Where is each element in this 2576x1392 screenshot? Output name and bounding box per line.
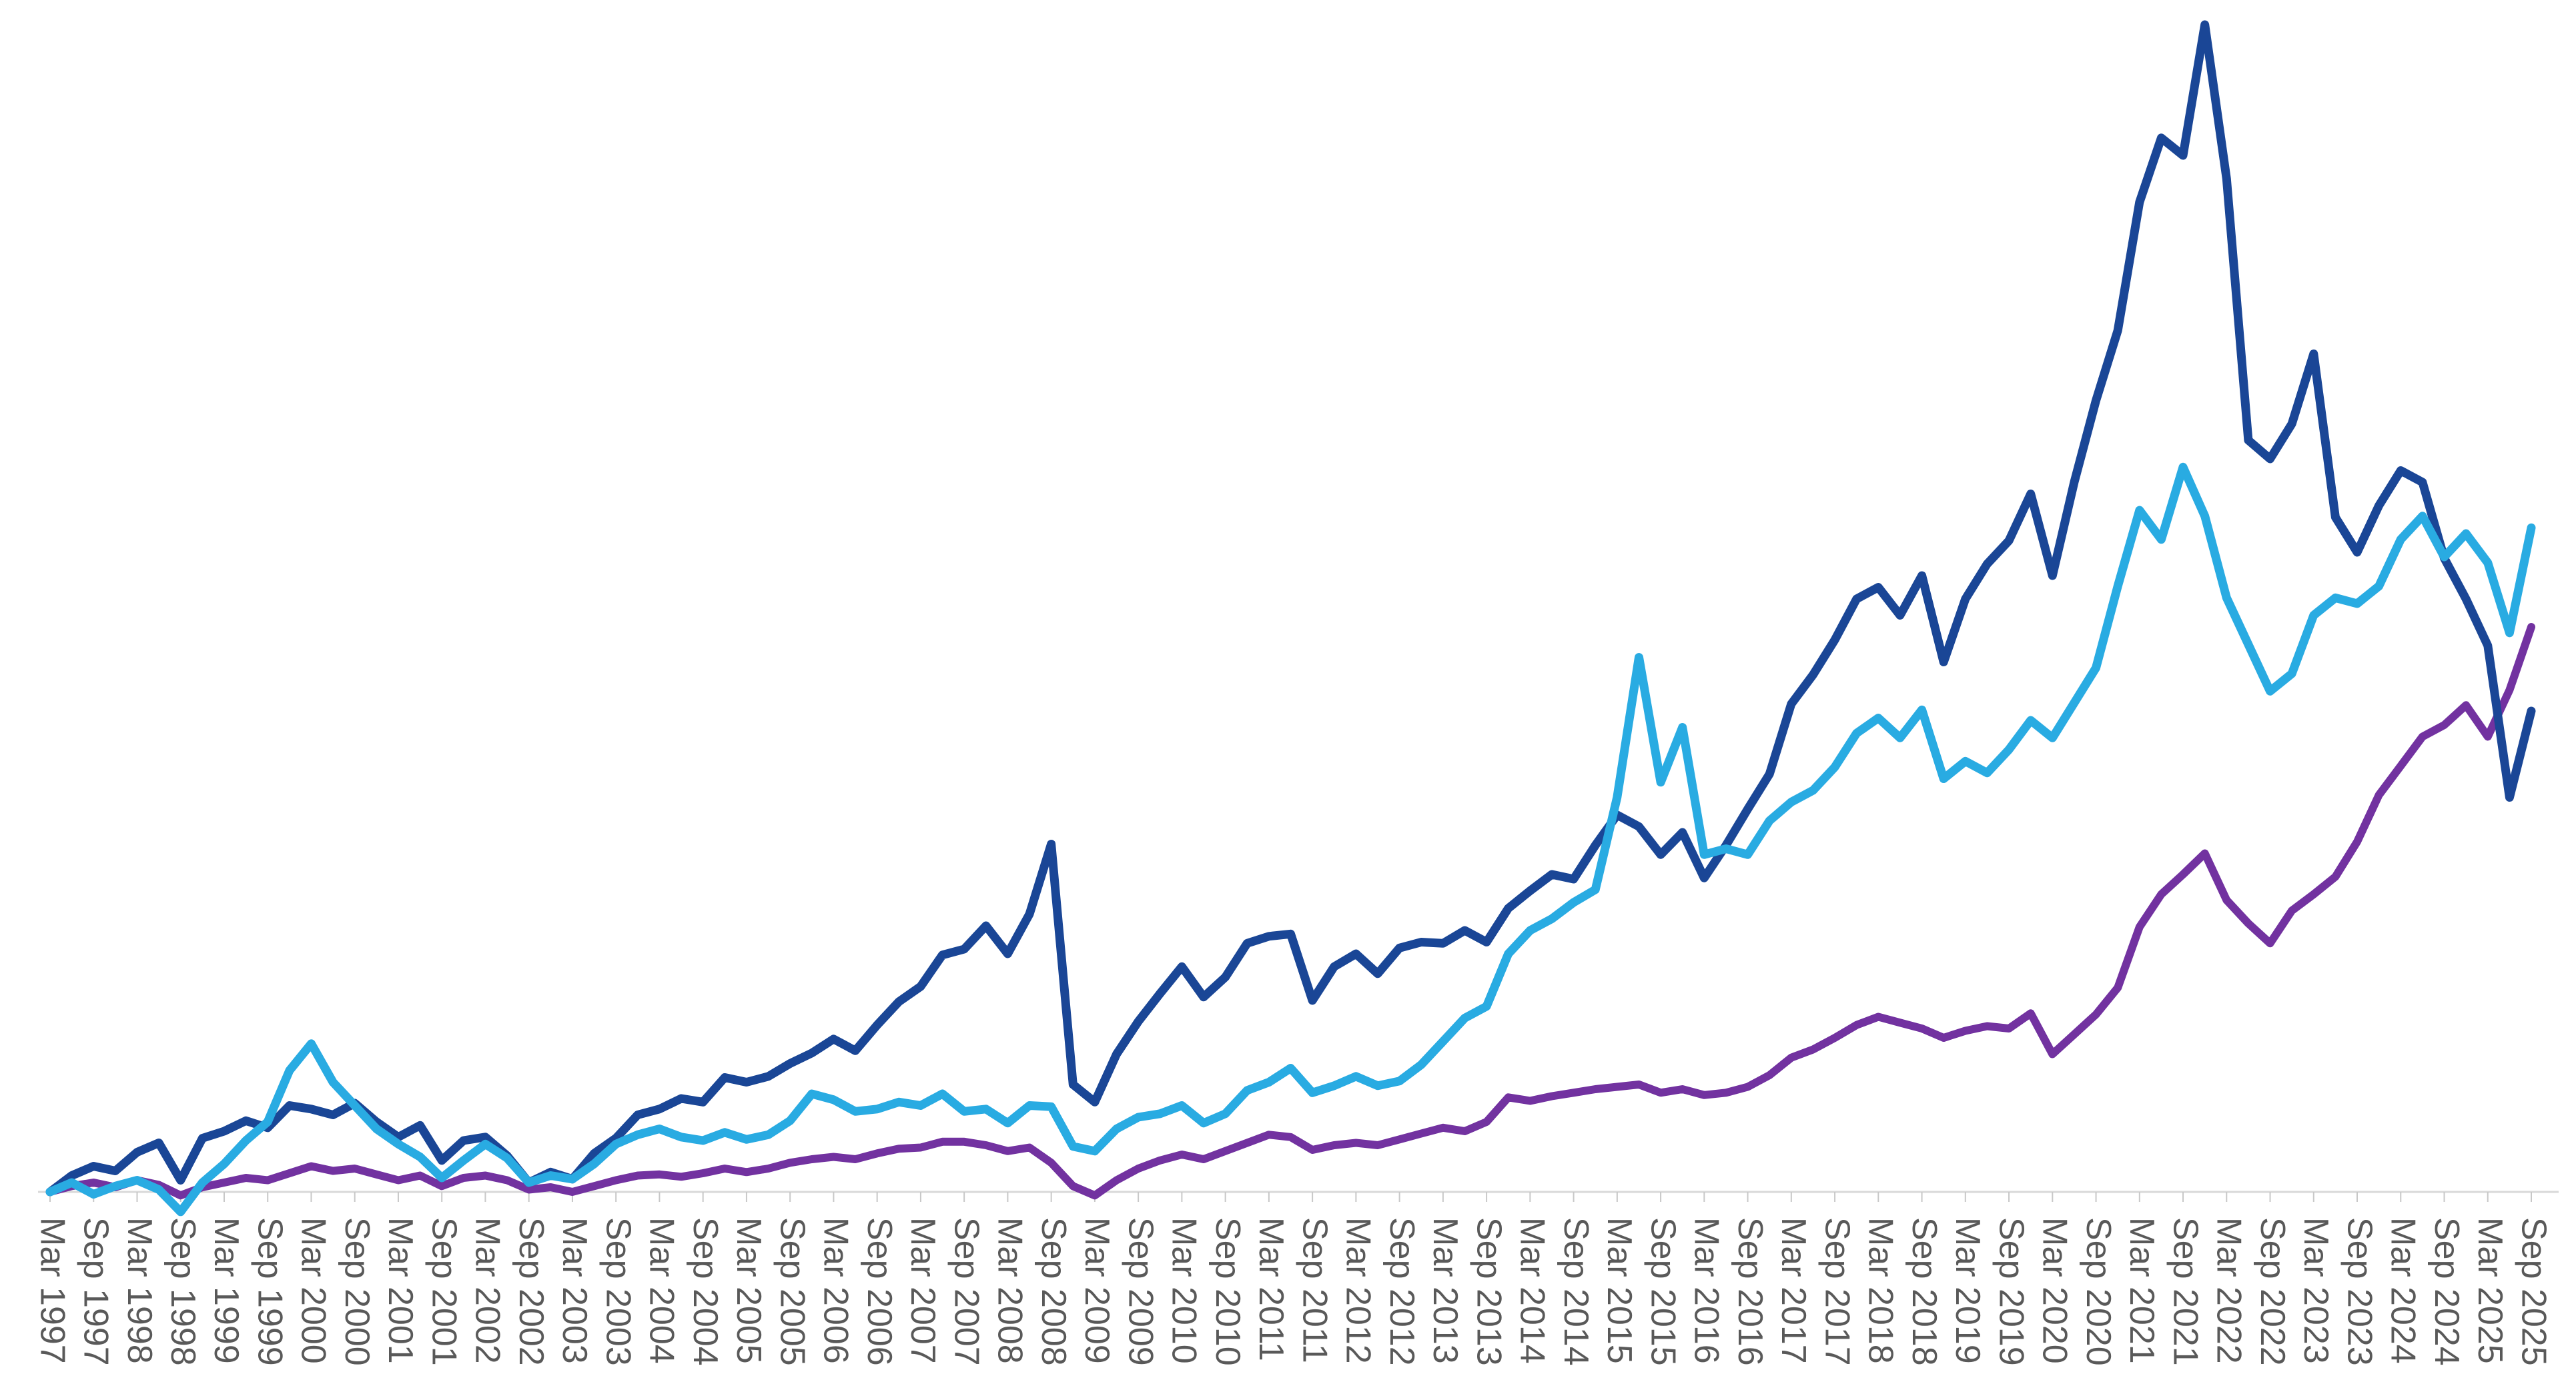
x-tick-label: Sep 2001 (424, 1217, 463, 1366)
x-tick-label: Sep 2010 (1208, 1217, 1247, 1366)
x-tick-label: Sep 2023 (2340, 1217, 2379, 1366)
x-tick-label: Mar 2008 (991, 1217, 1029, 1364)
x-tick-label: Mar 1999 (207, 1217, 246, 1364)
x-tick-label: Sep 2009 (1121, 1217, 1160, 1366)
x-tick-label: Sep 2019 (1992, 1217, 2030, 1366)
x-tick-label: Sep 2024 (2427, 1217, 2466, 1366)
x-tick-label: Mar 2025 (2471, 1217, 2509, 1364)
x-tick-label: Mar 2011 (1252, 1217, 1290, 1361)
x-tick-label: Mar 2017 (1774, 1217, 1813, 1364)
x-axis (38, 1191, 2559, 1202)
x-tick-label: Sep 2002 (512, 1217, 550, 1366)
x-tick-label: Mar 2003 (555, 1217, 594, 1364)
x-tick-label: Mar 2006 (817, 1217, 855, 1364)
x-tick-label: Sep 2017 (1817, 1217, 1856, 1366)
dark-blue-series-line (45, 20, 2536, 1197)
x-tick-label: Sep 2006 (860, 1217, 899, 1366)
x-tick-label: Sep 2022 (2253, 1217, 2292, 1366)
x-tick-label: Mar 2023 (2296, 1217, 2335, 1364)
x-tick-label: Mar 2012 (1339, 1217, 1378, 1364)
x-tick-label: Sep 2004 (686, 1217, 725, 1366)
x-tick-label: Mar 2016 (1687, 1217, 1726, 1364)
x-tick-label: Sep 2018 (1905, 1217, 1944, 1366)
x-tick-label: Sep 2020 (2079, 1217, 2118, 1366)
x-tick-label: Mar 2021 (2122, 1217, 2161, 1364)
x-tick-label: Mar 2019 (1948, 1217, 1987, 1364)
x-tick-label: Mar 2010 (1165, 1217, 1204, 1364)
x-tick-label: Sep 2021 (2166, 1217, 2204, 1366)
x-tick-label: Mar 2004 (642, 1217, 681, 1364)
x-tick-label: Sep 2005 (773, 1217, 811, 1366)
x-tick-label: Sep 2007 (947, 1217, 985, 1366)
x-tick-label: Mar 2002 (468, 1217, 507, 1364)
x-tick-label: Mar 2005 (729, 1217, 768, 1364)
x-tick-label: Mar 2014 (1513, 1217, 1552, 1364)
x-tick-label: Sep 1999 (250, 1217, 289, 1366)
x-tick-label: Sep 2012 (1382, 1217, 1421, 1366)
x-tick-label: Mar 2009 (1078, 1217, 1116, 1364)
x-tick-label: Mar 2022 (2210, 1217, 2248, 1364)
x-tick-label: Mar 2000 (294, 1217, 333, 1364)
light-blue-series-line (45, 462, 2536, 1217)
x-tick-label: Mar 2001 (381, 1217, 420, 1364)
x-axis-labels: Mar 1997 Sep 1997 Mar 1998 Sep 1998 Mar 1999… (33, 1217, 2553, 1366)
x-tick-label: Sep 1998 (163, 1217, 202, 1366)
x-tick-label: Mar 2013 (1426, 1217, 1464, 1364)
x-tick-label: Sep 2011 (1295, 1217, 1334, 1363)
x-tick-label: Mar 2020 (2036, 1217, 2074, 1364)
x-tick-label: Mar 2018 (1861, 1217, 1900, 1364)
series-lines (45, 20, 2536, 1217)
x-tick-label: Mar 1998 (120, 1217, 159, 1364)
x-tick-label: Sep 2003 (598, 1217, 637, 1366)
x-tick-label: Sep 2000 (338, 1217, 376, 1366)
x-tick-label: Sep 2008 (1034, 1217, 1073, 1366)
x-tick-label: Mar 2015 (1600, 1217, 1639, 1364)
x-tick-label: Sep 2015 (1643, 1217, 1682, 1366)
x-tick-label: Sep 2025 (2514, 1217, 2553, 1366)
x-tick-label: Mar 1997 (33, 1217, 71, 1364)
x-tick-label: Sep 2014 (1557, 1217, 1595, 1366)
x-tick-label: Mar 2024 (2384, 1217, 2423, 1364)
x-tick-label: Sep 2013 (1469, 1217, 1508, 1366)
x-tick-label: Sep 2016 (1731, 1217, 1769, 1366)
x-tick-label: Mar 2007 (903, 1217, 942, 1364)
purple-series-line (46, 623, 2535, 1200)
x-tick-label: Sep 1997 (77, 1217, 115, 1366)
